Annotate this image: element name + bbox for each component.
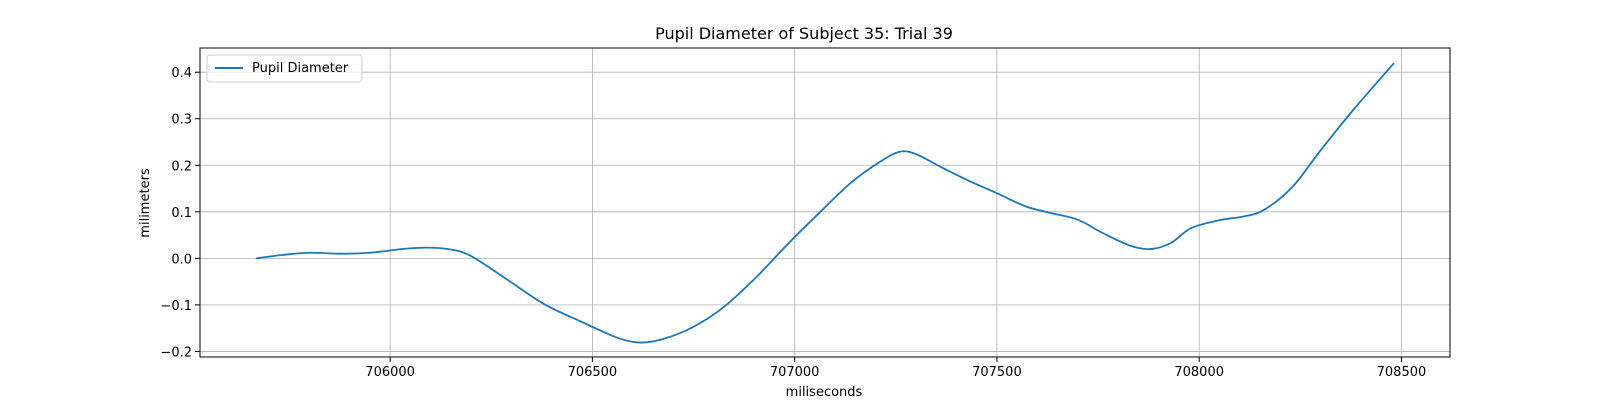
- x-tick-label: 707500: [972, 365, 1022, 380]
- legend-box: [206, 54, 363, 83]
- legend-label: Pupil Diameter: [252, 61, 349, 76]
- x-axis-ticks: 706000 706500 707000 707500 708000 708500: [365, 357, 1426, 380]
- y-axis-ticks: −0.2 −0.1 0.0 0.1 0.2 0.3 0.4: [160, 66, 200, 360]
- y-tick-label: 0.2: [171, 159, 192, 174]
- y-tick-label: 0.4: [171, 66, 192, 81]
- x-tick-label: 707000: [770, 365, 820, 380]
- y-tick-label: 0.1: [171, 206, 192, 221]
- x-tick-label: 706500: [568, 365, 618, 380]
- series-line-pupil-diameter: [255, 62, 1395, 344]
- y-tick-label: −0.1: [160, 299, 192, 314]
- x-tick-label: 708000: [1174, 365, 1224, 380]
- grid-lines: [200, 48, 1450, 357]
- chart-title: Pupil Diameter of Subject 35: Trial 39: [655, 24, 953, 43]
- y-axis-label: milimeters: [138, 168, 153, 238]
- y-tick-label: 0.3: [171, 113, 192, 128]
- plot-frame: [199, 47, 1451, 358]
- legend: Pupil Diameter: [206, 54, 363, 83]
- y-tick-label: 0.0: [171, 252, 192, 267]
- x-tick-label: 708500: [1377, 365, 1427, 380]
- x-axis-label: miliseconds: [786, 385, 863, 400]
- series-layer: [255, 62, 1395, 344]
- y-tick-label: −0.2: [160, 345, 192, 360]
- x-tick-label: 706000: [365, 365, 415, 380]
